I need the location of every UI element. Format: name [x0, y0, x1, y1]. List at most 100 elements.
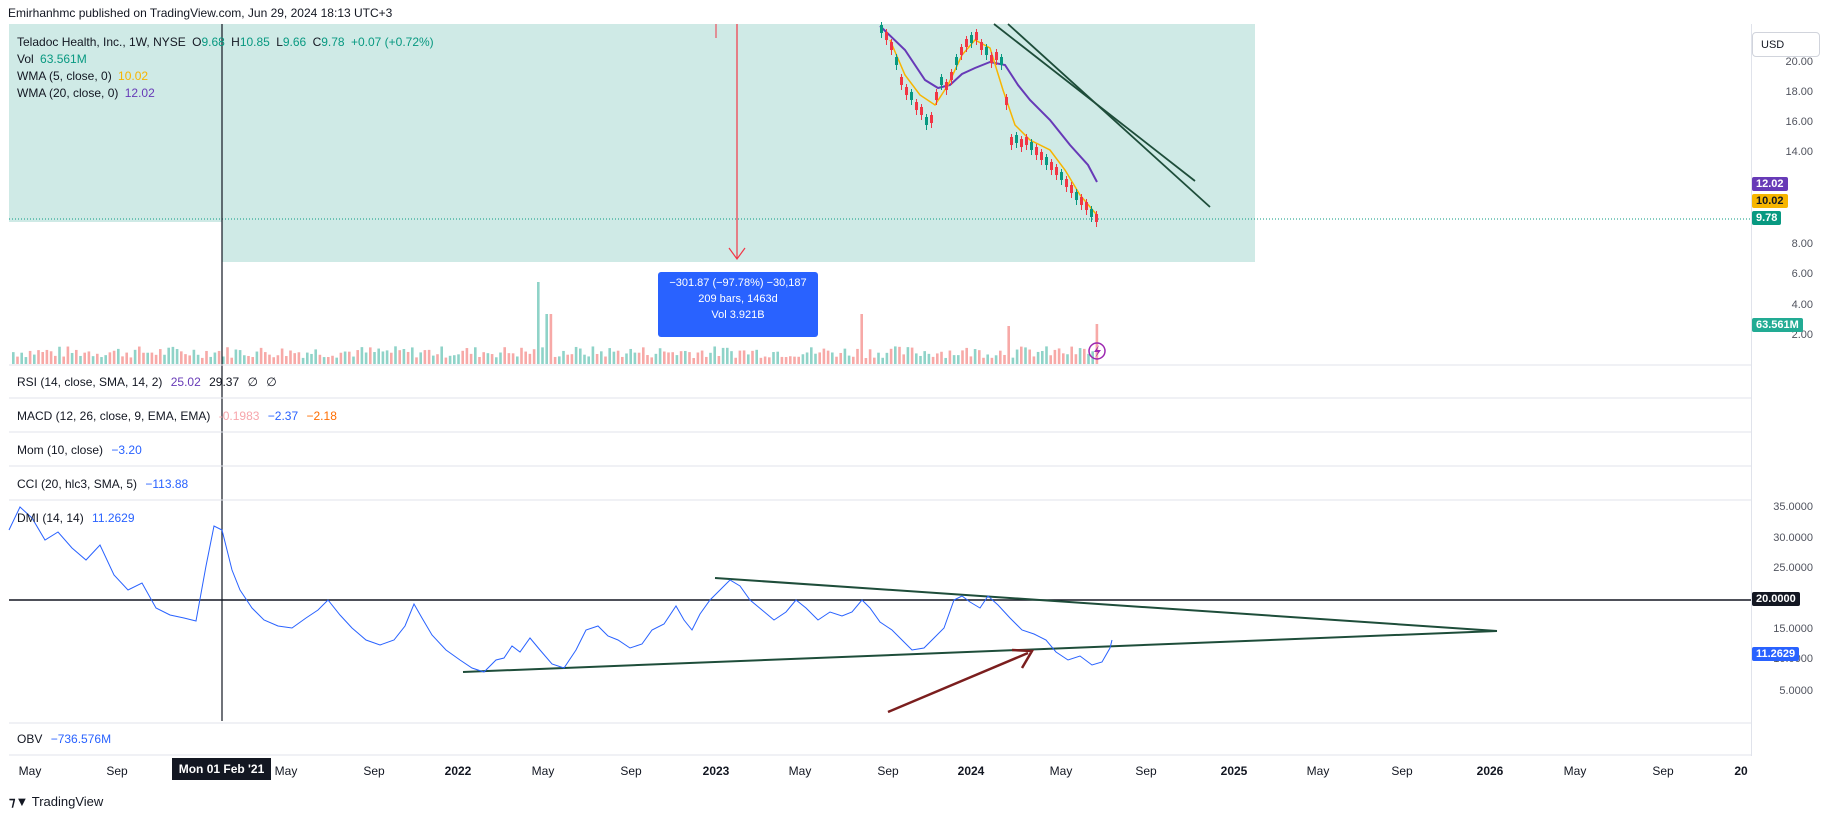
candle-body — [1005, 97, 1008, 105]
candle-body — [890, 42, 893, 50]
volume-bar — [549, 314, 553, 364]
lightning-icon[interactable] — [1088, 342, 1106, 360]
dmi-axis-label: 25.0000 — [1773, 562, 1813, 574]
macd-value: −2.37 — [267, 409, 299, 423]
trendline-lower[interactable] — [1007, 23, 1211, 208]
measure-arrowhead — [728, 247, 746, 261]
volume-bar — [751, 350, 754, 364]
volume-bar — [133, 349, 137, 364]
time-axis-label: 2023 — [702, 764, 730, 778]
volume-bar — [713, 346, 716, 364]
candle-body — [1085, 202, 1088, 210]
volume-bar — [1020, 346, 1023, 364]
mom-legend[interactable]: Mom (10, close) −3.20 — [17, 443, 142, 457]
volume-bar — [940, 351, 943, 364]
measure-zone-upper — [9, 24, 1255, 222]
tradingview-logo[interactable]: ⁊▼ TradingView — [9, 794, 103, 810]
volume-bar — [348, 351, 351, 364]
symbol-legend[interactable]: Teladoc Health, Inc., 1W, NYSE O9.68 H10… — [17, 35, 437, 49]
volume-bar — [1036, 351, 1040, 364]
volume-bar — [688, 352, 691, 364]
volume-bar — [268, 354, 271, 364]
volume-bar — [457, 354, 460, 364]
volume-bar — [910, 347, 914, 364]
dmi-axis-label: 35.0000 — [1773, 501, 1813, 513]
volume-bar — [965, 347, 968, 364]
volume-bar — [587, 356, 590, 364]
volume-bar — [709, 352, 712, 364]
volume-bar — [726, 347, 729, 364]
open-value: 9.68 — [201, 35, 225, 49]
vol-legend[interactable]: Vol 63.561M — [17, 52, 90, 66]
time-axis-label: May — [788, 764, 812, 778]
wma5-line — [889, 39, 1097, 215]
dmi-trendline-lower[interactable] — [462, 630, 1498, 673]
volume-bar — [58, 346, 61, 364]
volume-bar — [171, 346, 175, 364]
volume-bar — [906, 347, 910, 364]
volume-bar — [1066, 354, 1069, 364]
volume-bar — [20, 352, 23, 364]
volume-bar — [696, 352, 700, 364]
dmi-trendline-upper[interactable] — [714, 577, 1498, 632]
volume-bar — [402, 348, 406, 364]
time-axis-label: Sep — [1135, 764, 1157, 778]
wma5-legend[interactable]: WMA (5, close, 0) 10.02 — [17, 69, 151, 83]
volume-bar — [1007, 326, 1010, 364]
volume-bar — [66, 346, 70, 364]
candle-body — [935, 92, 938, 100]
measure-tooltip: −301.87 (−97.78%) −30,187 209 bars, 1463… — [658, 272, 818, 337]
volume-bar — [104, 355, 107, 364]
volume-bar — [243, 355, 246, 364]
volume-bar — [499, 352, 502, 364]
volume-bar — [801, 354, 805, 364]
volume-bar — [982, 357, 985, 364]
rsi-legend[interactable]: RSI (14, close, SMA, 14, 2) 25.02 29.37 … — [17, 375, 277, 389]
dmi-annotation-arrow[interactable] — [887, 651, 1029, 714]
volume-bar — [852, 356, 855, 364]
wma20-legend[interactable]: WMA (20, close, 0) 12.02 — [17, 86, 158, 100]
volume-bar — [436, 354, 439, 364]
candle-body — [930, 115, 933, 123]
dmi-legend[interactable]: DMI (14, 14) 11.2629 — [17, 511, 135, 525]
time-axis-label: May — [274, 764, 298, 778]
volume-bar — [831, 352, 834, 364]
volume-bar — [62, 356, 65, 364]
volume-bar — [889, 348, 893, 364]
cci-legend[interactable]: CCI (20, hlc3, SMA, 5) −113.88 — [17, 477, 188, 491]
obv-legend[interactable]: OBV −736.576M — [17, 732, 111, 746]
currency-selector[interactable]: USD — [1752, 32, 1820, 57]
volume-bar — [990, 357, 994, 364]
symbol-name[interactable]: Teladoc Health, Inc., 1W, NYSE — [17, 35, 186, 49]
volume-bar — [49, 351, 53, 364]
volume-bar — [616, 350, 620, 364]
time-axis-label: May — [1306, 764, 1330, 778]
volume-bar — [524, 351, 527, 364]
volume-bars — [12, 282, 1099, 364]
measure-zone-lower — [222, 222, 1255, 262]
macd-signal: −2.18 — [306, 409, 337, 423]
volume-bar — [663, 351, 666, 364]
dmi-axis-label: 15.0000 — [1773, 623, 1813, 635]
crosshair-time-label: Mon 01 Feb '21 — [172, 758, 271, 780]
vol-label: Vol — [17, 52, 34, 66]
volume-bar — [314, 349, 317, 364]
volume-bar — [797, 356, 800, 364]
macd-legend[interactable]: MACD (12, 26, close, 9, EMA, EMA) -0.198… — [17, 409, 337, 423]
volume-bar — [898, 346, 901, 364]
price-candles — [880, 22, 1098, 227]
volume-bar — [629, 348, 632, 364]
close-price-tag: 9.78 — [1752, 211, 1782, 225]
candle-body — [985, 47, 988, 55]
volume-bar — [927, 353, 931, 364]
volume-bar — [646, 355, 649, 364]
volume-bar — [142, 352, 145, 364]
volume-bar — [805, 352, 809, 364]
volume-bar — [537, 282, 540, 364]
tradingview-logo-icon: ⁊▼ — [9, 794, 29, 809]
volume-bar — [969, 356, 973, 364]
volume-bar — [856, 348, 859, 364]
candle-body — [940, 77, 943, 85]
candle-body — [1020, 139, 1023, 147]
